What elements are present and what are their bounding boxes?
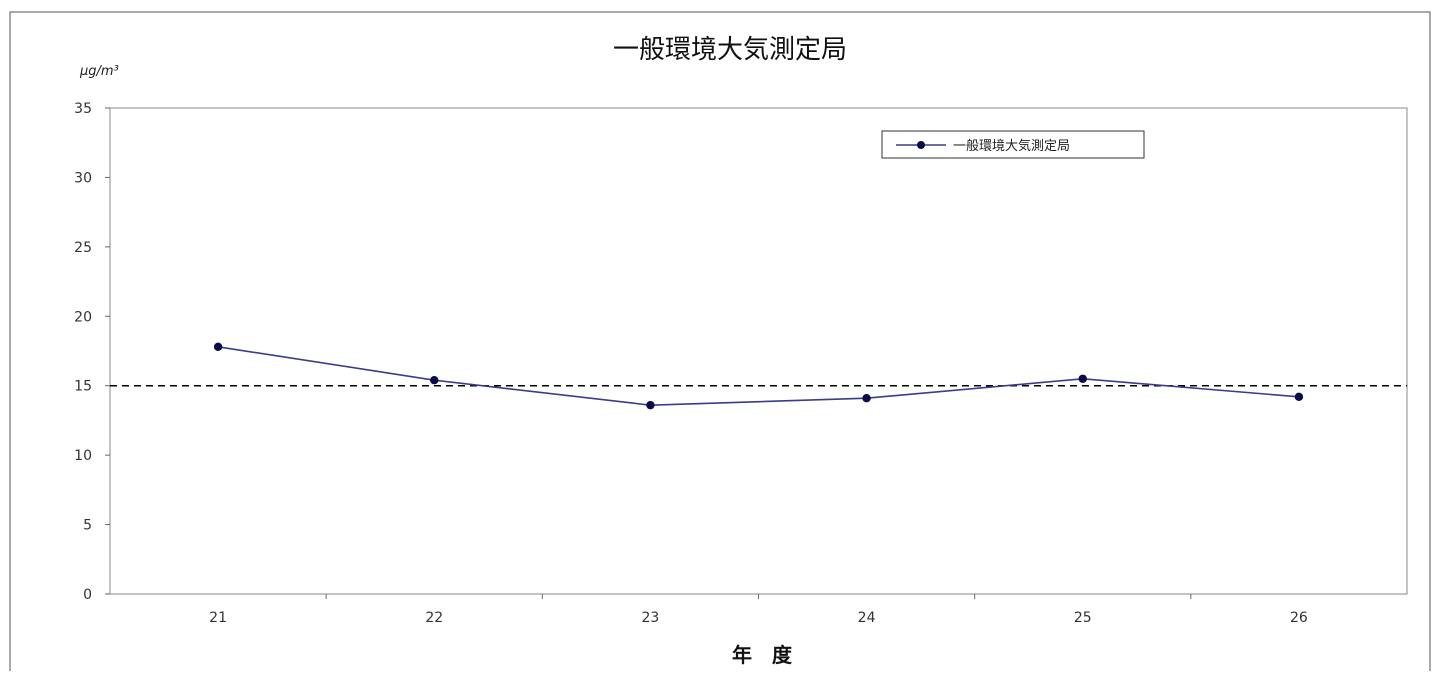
chart-title: 一般環境大気測定局 [613,35,847,65]
x-tick-label: 22 [425,610,443,626]
data-point [430,375,439,385]
data-point [862,394,871,403]
x-tick-label: 21 [209,610,227,626]
y-tick-label: 0 [83,587,92,603]
legend-label: 一般環境大気測定局 [953,138,1070,154]
legend-marker-swatch [917,141,925,149]
x-tick-label: 24 [858,610,876,626]
data-point [213,342,223,352]
legend: 一般環境大気測定局 [881,130,1145,159]
x-axis: 21 22 23 24 25 26 [209,594,1308,626]
series-group [213,342,1304,410]
data-point [1294,392,1304,402]
y-tick-label: 10 [74,448,92,464]
y-unit-label: μg/m³ [79,64,119,79]
x-axis-label: 年 度 [732,643,793,667]
x-tick-label: 26 [1290,610,1308,626]
y-axis: 0 5 10 15 20 25 30 35 [74,101,110,603]
plot-area [109,107,1408,595]
y-tick-label: 20 [74,309,92,325]
data-point [1078,374,1087,383]
y-tick-label: 35 [74,101,92,117]
x-tick-label: 25 [1074,610,1092,626]
y-tick-label: 5 [83,518,92,534]
y-tick-label: 15 [74,379,92,395]
data-point [646,400,655,410]
y-tick-label: 30 [74,170,92,186]
series-line [217,346,1299,406]
x-tick-label: 23 [642,610,660,626]
y-tick-label: 25 [74,240,92,256]
